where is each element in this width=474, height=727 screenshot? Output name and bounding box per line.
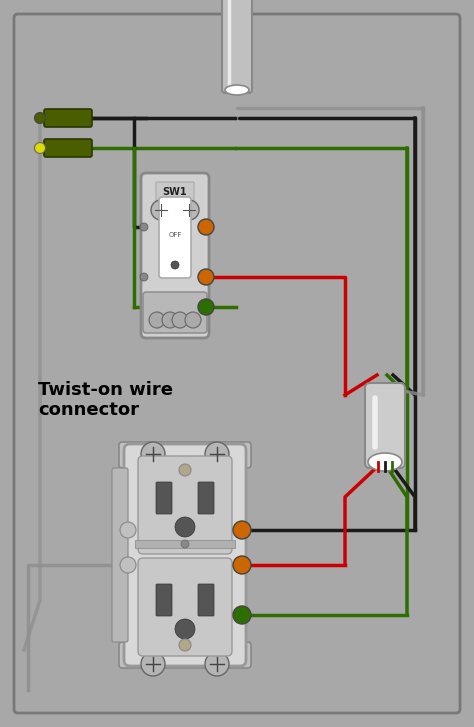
Circle shape (179, 200, 199, 220)
Circle shape (140, 273, 148, 281)
Circle shape (175, 517, 195, 537)
FancyBboxPatch shape (124, 444, 246, 666)
Circle shape (162, 312, 178, 328)
FancyBboxPatch shape (138, 456, 232, 554)
Circle shape (120, 557, 136, 573)
FancyBboxPatch shape (138, 558, 232, 656)
FancyBboxPatch shape (143, 292, 207, 333)
FancyBboxPatch shape (44, 109, 92, 127)
Circle shape (233, 556, 251, 574)
FancyBboxPatch shape (44, 139, 92, 157)
Circle shape (35, 113, 46, 124)
FancyBboxPatch shape (198, 584, 214, 616)
Circle shape (120, 522, 136, 538)
Circle shape (149, 312, 165, 328)
Circle shape (151, 200, 171, 220)
Ellipse shape (225, 85, 249, 95)
Circle shape (198, 269, 214, 285)
FancyBboxPatch shape (198, 482, 214, 514)
Circle shape (198, 219, 214, 235)
Circle shape (172, 312, 188, 328)
Circle shape (205, 442, 229, 466)
Circle shape (179, 639, 191, 651)
FancyBboxPatch shape (365, 383, 405, 468)
FancyBboxPatch shape (159, 197, 191, 278)
Circle shape (175, 619, 195, 639)
FancyBboxPatch shape (141, 173, 209, 338)
Circle shape (181, 540, 189, 548)
Circle shape (35, 142, 46, 153)
FancyBboxPatch shape (119, 442, 251, 468)
Circle shape (233, 606, 251, 624)
FancyBboxPatch shape (119, 642, 251, 668)
Circle shape (205, 652, 229, 676)
Circle shape (140, 223, 148, 231)
Ellipse shape (368, 453, 402, 471)
Circle shape (198, 299, 214, 315)
Circle shape (141, 652, 165, 676)
Text: Twist-on wire
connector: Twist-on wire connector (38, 381, 173, 419)
FancyBboxPatch shape (222, 0, 252, 93)
Circle shape (185, 312, 201, 328)
Circle shape (141, 442, 165, 466)
FancyBboxPatch shape (112, 468, 128, 642)
Text: SW1: SW1 (163, 187, 187, 197)
Text: OFF: OFF (168, 232, 182, 238)
FancyBboxPatch shape (156, 584, 172, 616)
FancyBboxPatch shape (14, 14, 460, 713)
Circle shape (233, 521, 251, 539)
Circle shape (171, 261, 179, 269)
FancyBboxPatch shape (156, 482, 172, 514)
Bar (135, 540, 235, 548)
FancyBboxPatch shape (156, 182, 194, 202)
Circle shape (179, 464, 191, 476)
